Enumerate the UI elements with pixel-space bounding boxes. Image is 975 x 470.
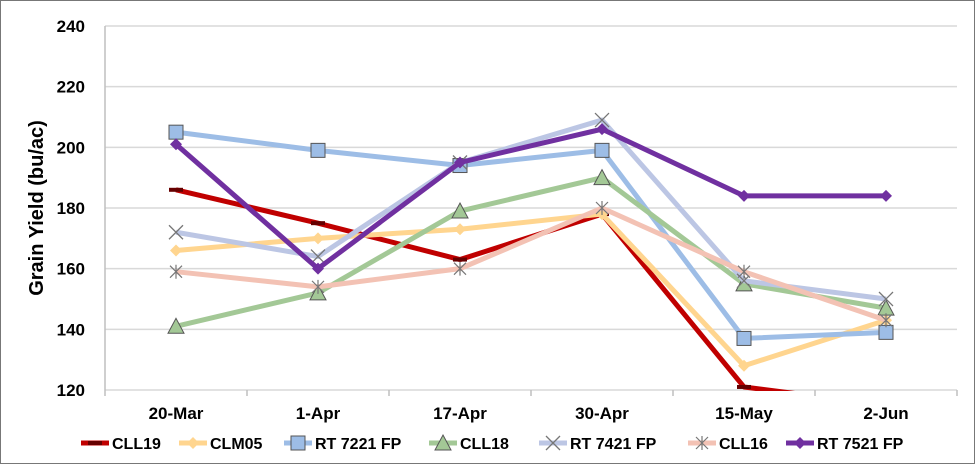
triangle-marker [434, 433, 452, 451]
dash-marker [737, 384, 751, 389]
series-cll16 [169, 201, 893, 328]
diamond-marker [170, 138, 182, 151]
diamond-marker [454, 156, 466, 169]
y-tick-label: 180 [57, 199, 85, 218]
y-tick-label: 140 [57, 320, 85, 339]
y-tick-label: 160 [57, 260, 85, 279]
asterisk-marker [169, 264, 183, 279]
asterisk-marker [737, 264, 751, 279]
square-marker [736, 330, 752, 346]
legend-label: CLL19 [112, 436, 161, 453]
square-marker [168, 124, 184, 140]
legend-item: RT 7421 FP [539, 435, 657, 453]
series-line [175, 117, 887, 302]
diamond-marker [187, 437, 199, 449]
legend-label: RT 7421 FP [570, 436, 657, 453]
diamond-marker [596, 123, 608, 136]
diamond-marker [794, 437, 806, 449]
diamond-marker [738, 359, 750, 372]
y-axis-label: Grain Yield (bu/ac) [26, 120, 48, 296]
diamond-marker [312, 262, 324, 275]
square-marker [594, 142, 610, 158]
x-tick-label: 20-Mar [149, 404, 204, 423]
y-tick-label: 220 [57, 78, 85, 97]
diamond-marker [738, 189, 750, 202]
diamond-marker [880, 189, 892, 202]
diamond-marker [454, 223, 466, 236]
dash-marker [311, 221, 325, 226]
square-marker [878, 324, 894, 340]
x-tick-label: 15-May [715, 404, 773, 423]
legend-label: CLM05 [210, 436, 263, 453]
series-rt-7421-fp [168, 112, 894, 307]
legend-label: CLL18 [460, 436, 509, 453]
y-tick-label: 120 [57, 381, 85, 400]
asterisk-marker [595, 201, 609, 215]
series-rt-7221-fp [168, 124, 894, 346]
triangle-marker [167, 317, 185, 334]
legend-item: RT 7521 FP [786, 436, 904, 453]
x-marker [168, 224, 184, 240]
x-marker [878, 291, 894, 307]
square-marker [290, 435, 306, 451]
x-tick-label: 17-Apr [433, 404, 487, 423]
x-marker [310, 249, 326, 264]
asterisk-marker [453, 261, 467, 276]
series-line [175, 211, 887, 369]
series-cll18 [167, 168, 895, 334]
legend-label: RT 7221 FP [315, 436, 402, 453]
legend-item: CLL19 [81, 436, 161, 453]
series-line [175, 205, 887, 323]
x-marker [594, 112, 610, 128]
legend-label: RT 7521 FP [817, 436, 904, 453]
dash-marker [453, 257, 467, 262]
x-tick-label: 30-Apr [575, 404, 629, 423]
series-line [175, 175, 887, 329]
series-rt-7521-fp [170, 123, 892, 275]
y-tick-label: 240 [57, 17, 85, 36]
triangle-marker [593, 168, 611, 186]
asterisk-marker [879, 313, 893, 328]
series-line [175, 129, 887, 341]
legend-item: RT 7221 FP [284, 435, 402, 453]
legend-item: CLL18 [429, 433, 509, 453]
triangle-marker [451, 201, 469, 219]
square-marker [310, 142, 326, 158]
series-line [174, 126, 886, 272]
asterisk-marker [695, 436, 709, 450]
legend-item: CLM05 [179, 436, 263, 453]
legend-item: CLL16 [688, 436, 768, 453]
diamond-marker [312, 232, 324, 245]
diamond-marker [170, 244, 182, 257]
legend-label: CLL16 [719, 436, 768, 453]
x-tick-label: 1-Apr [296, 404, 341, 423]
x-tick-label: 2-Jun [863, 404, 908, 423]
y-tick-label: 200 [57, 138, 85, 157]
x-marker [545, 435, 561, 451]
asterisk-marker [311, 279, 325, 294]
dash-marker [169, 187, 183, 192]
dash-marker [88, 441, 102, 445]
